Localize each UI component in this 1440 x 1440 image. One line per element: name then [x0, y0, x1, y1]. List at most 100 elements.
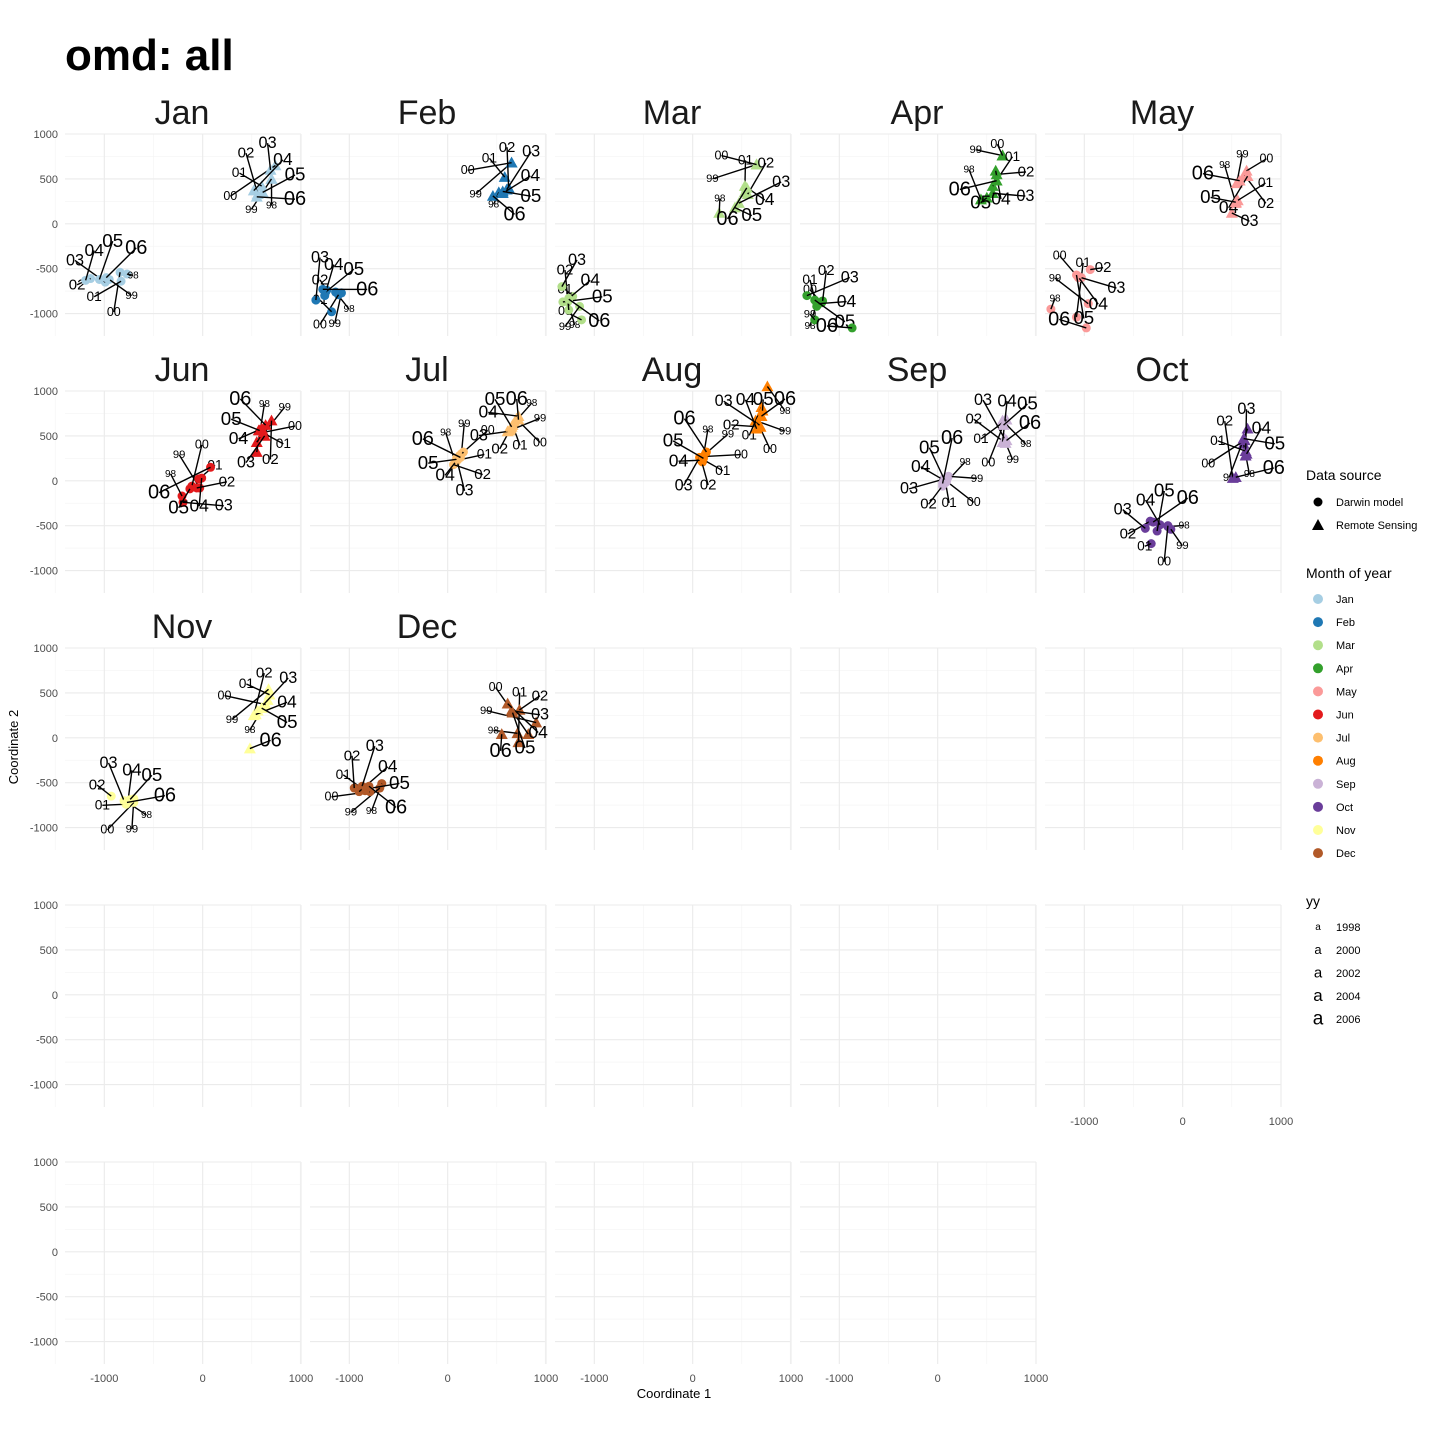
- y-tick-label: -500: [36, 1292, 58, 1304]
- year-label: 04: [528, 722, 548, 742]
- year-label: 01: [276, 436, 291, 451]
- label-leader-line: [703, 453, 742, 458]
- label-leader-line: [1075, 262, 1084, 318]
- label-leader-line: [814, 299, 846, 323]
- label-leader-line: [178, 488, 191, 509]
- remote-sensing-point: [1241, 422, 1254, 434]
- legend-month-swatch: [1313, 778, 1323, 789]
- axis-labels: 1000 500 0 -500 -1000 1000 500 0 -500 -1000 1000 50…: [30, 129, 1293, 1385]
- year-label: 05: [343, 258, 364, 279]
- year-label: 04: [324, 254, 344, 274]
- year-label: 00: [325, 790, 339, 804]
- year-label: 99: [245, 204, 258, 216]
- year-label: 00: [1259, 152, 1273, 166]
- label-leader-line: [1231, 212, 1250, 222]
- year-label: 04: [581, 270, 601, 290]
- label-leader-line: [246, 683, 270, 696]
- remote-sensing-point: [505, 156, 518, 168]
- year-label: 05: [389, 772, 410, 793]
- label-leader-line: [818, 300, 847, 305]
- label-leader-line: [245, 152, 259, 195]
- label-leader-line: [747, 162, 767, 195]
- year-label: 04: [991, 188, 1011, 208]
- year-label: 04: [229, 428, 249, 448]
- y-tick-label: -1000: [30, 566, 58, 578]
- legend-month-label: Oct: [1336, 802, 1353, 814]
- facet-panel: [1034, 133, 1282, 336]
- label-leader-line: [568, 279, 591, 299]
- legend-month-swatch: [1313, 686, 1323, 697]
- year-label: 05: [418, 452, 439, 473]
- chart-title: omd: all: [65, 31, 234, 80]
- year-label: 98: [266, 201, 278, 212]
- year-label: 04: [1088, 293, 1108, 313]
- remote-sensing-point: [1237, 432, 1250, 444]
- label-leader-line: [224, 694, 266, 706]
- x-tick-label: -1000: [1070, 1116, 1098, 1128]
- label-leader-line: [517, 692, 521, 743]
- legend-yy-glyph: a: [1314, 965, 1323, 982]
- year-label: 02: [758, 155, 775, 172]
- year-label: 99: [458, 418, 471, 430]
- y-tick-label: 0: [52, 733, 58, 745]
- label-leader-line: [1224, 420, 1234, 479]
- label-leader-line: [1223, 164, 1237, 204]
- year-label: 02: [499, 139, 516, 156]
- facet-panel: [54, 133, 302, 336]
- facet-panel: [544, 1161, 792, 1364]
- label-leader-line: [700, 460, 709, 486]
- legend-month-label: Feb: [1336, 617, 1355, 629]
- year-label: 00: [990, 137, 1004, 151]
- year-label: 98: [440, 428, 452, 439]
- y-tick-label: -1000: [30, 1080, 58, 1092]
- year-label: 02: [238, 145, 255, 162]
- label-leader-line: [744, 399, 758, 429]
- x-tick-label: 1000: [534, 1373, 558, 1385]
- legend-title-month: Month of year: [1306, 565, 1392, 581]
- label-leader-line: [1081, 276, 1117, 289]
- legend-source-label: Darwin model: [1336, 497, 1403, 509]
- label-leader-line: [467, 162, 512, 172]
- x-tick-label: 1000: [779, 1373, 803, 1385]
- x-tick-label: 1000: [289, 1373, 313, 1385]
- label-leader-line: [499, 734, 503, 751]
- label-leader-line: [712, 163, 757, 180]
- year-label: 99: [1176, 540, 1189, 552]
- year-label: 06: [1192, 163, 1214, 185]
- facet-title: Jun: [155, 351, 210, 389]
- y-tick-label: 500: [40, 1202, 58, 1214]
- label-leader-line: [196, 481, 228, 489]
- year-label: 01: [715, 463, 730, 478]
- label-leader-line: [239, 172, 263, 187]
- label-leader-line: [1207, 439, 1245, 465]
- year-label: 05: [741, 204, 762, 225]
- label-leader-line: [511, 712, 526, 749]
- year-label: 01: [95, 797, 110, 812]
- label-leader-line: [198, 478, 203, 507]
- year-label: 99: [126, 824, 139, 836]
- year-label: 98: [141, 810, 153, 821]
- year-label: 05: [515, 737, 536, 758]
- label-leader-line: [1144, 499, 1161, 526]
- legend-yy-label: 1998: [1336, 922, 1360, 934]
- year-label: 05: [1073, 307, 1094, 328]
- label-leader-line: [806, 276, 851, 297]
- year-label: 02: [965, 411, 982, 428]
- label-leader-line: [502, 190, 531, 197]
- x-tick-label: 0: [200, 1373, 206, 1385]
- legend-month-label: Jun: [1336, 710, 1354, 722]
- legend-month-label: May: [1336, 686, 1357, 698]
- legend-month-label: Mar: [1336, 640, 1355, 652]
- facet-panel: [299, 904, 547, 1107]
- legend-yy-glyph: a: [1313, 1009, 1324, 1030]
- year-label: 05: [753, 388, 774, 409]
- year-label: 00: [288, 419, 302, 433]
- year-label: 02: [1216, 413, 1233, 430]
- year-label: 06: [506, 388, 528, 410]
- remote-sensing-point: [495, 728, 508, 739]
- year-label: 03: [215, 497, 233, 515]
- year-label: 99: [469, 188, 482, 200]
- facet-panel: [54, 904, 302, 1107]
